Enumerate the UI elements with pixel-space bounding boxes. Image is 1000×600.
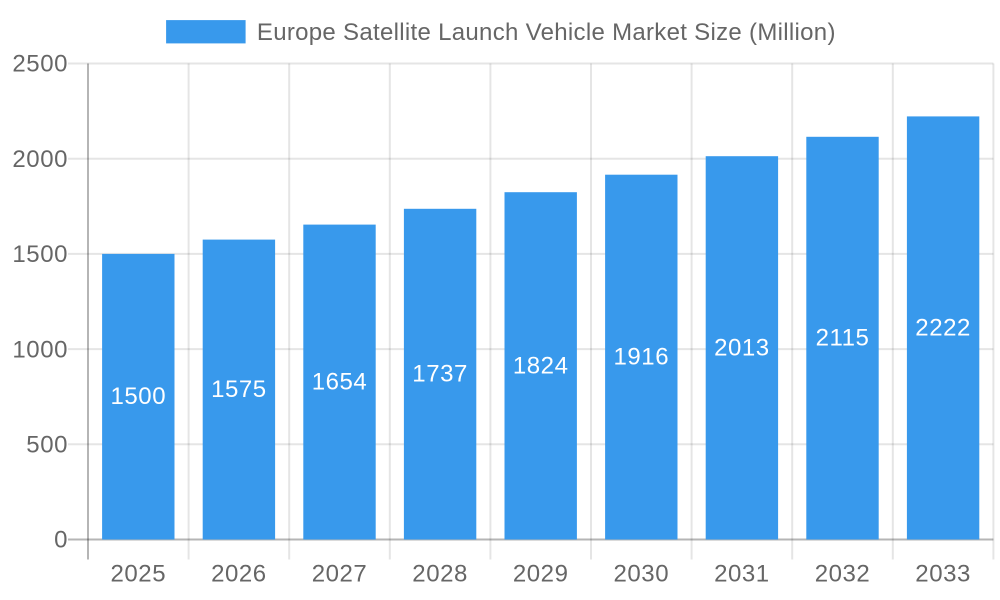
svg-text:0: 0 xyxy=(54,527,68,554)
svg-text:500: 500 xyxy=(26,432,68,459)
svg-text:2115: 2115 xyxy=(816,325,870,352)
svg-text:1500: 1500 xyxy=(12,241,68,268)
svg-text:1824: 1824 xyxy=(513,352,569,379)
svg-text:2032: 2032 xyxy=(815,561,871,588)
svg-text:1500: 1500 xyxy=(111,383,167,410)
svg-text:2030: 2030 xyxy=(614,561,670,588)
svg-text:1737: 1737 xyxy=(412,361,468,388)
svg-text:1654: 1654 xyxy=(312,369,368,396)
svg-text:2033: 2033 xyxy=(915,561,971,588)
svg-text:2025: 2025 xyxy=(111,561,167,588)
svg-text:2500: 2500 xyxy=(12,51,68,78)
svg-text:1000: 1000 xyxy=(12,336,68,363)
svg-text:2031: 2031 xyxy=(714,561,770,588)
svg-text:2222: 2222 xyxy=(915,315,971,342)
svg-text:2026: 2026 xyxy=(211,561,267,588)
svg-text:2029: 2029 xyxy=(513,561,569,588)
svg-text:Europe Satellite Launch Vehicl: Europe Satellite Launch Vehicle Market S… xyxy=(257,19,836,46)
svg-text:2000: 2000 xyxy=(12,146,68,173)
svg-text:2028: 2028 xyxy=(412,561,468,588)
svg-text:2013: 2013 xyxy=(714,334,770,361)
svg-text:2027: 2027 xyxy=(312,561,368,588)
svg-text:1575: 1575 xyxy=(211,376,267,403)
svg-text:1916: 1916 xyxy=(614,344,670,371)
